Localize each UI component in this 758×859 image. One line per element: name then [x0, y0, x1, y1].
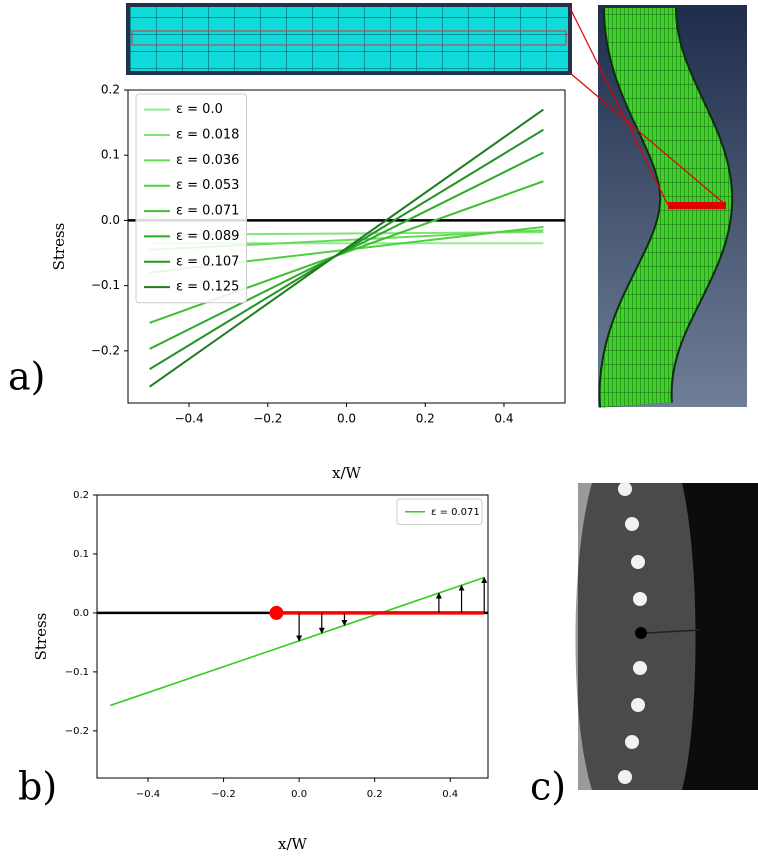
- legend-label: ε = 0.0: [176, 102, 223, 117]
- x-tick-label: 0.4: [442, 789, 458, 800]
- y-tick-label: 0.0: [101, 213, 120, 227]
- legend-box: [396, 498, 483, 525]
- x-tick-label: 0.0: [337, 412, 356, 426]
- y-tick-label: 0.1: [73, 549, 89, 560]
- legend-label: ε = 0.089: [176, 229, 239, 244]
- y-tick-label: −0.2: [65, 726, 89, 737]
- beam-image: [569, 5, 747, 408]
- series-line: [109, 576, 485, 707]
- x-tick-label: −0.4: [174, 412, 203, 426]
- y-axis-label: Stress: [32, 613, 50, 661]
- x-tick-label: 0.2: [367, 789, 383, 800]
- x-tick-label: −0.4: [136, 789, 160, 800]
- series-line: [149, 128, 544, 370]
- legend-label: ε = 0.036: [176, 153, 239, 168]
- panel-label: b): [18, 765, 57, 809]
- legend-label: ε = 0.053: [176, 178, 239, 193]
- y-tick-label: −0.1: [65, 667, 89, 678]
- y-tick-label: 0.0: [73, 608, 89, 619]
- panel-label: c): [530, 765, 566, 809]
- x-tick-label: 0.4: [494, 412, 513, 426]
- x-axis-label: x/W: [278, 835, 308, 853]
- y-tick-label: 0.2: [73, 490, 89, 501]
- legend-label: ε = 0.125: [176, 280, 239, 295]
- legend-label: ε = 0.107: [176, 254, 239, 269]
- specimen-photo: [575, 482, 758, 790]
- panel-label: a): [8, 355, 45, 399]
- x-tick-label: −0.2: [253, 412, 282, 426]
- x-tick-label: 0.0: [291, 789, 307, 800]
- x-tick-label: 0.2: [416, 412, 435, 426]
- legend-label: ε = 0.071: [176, 204, 239, 219]
- series-line: [149, 151, 544, 350]
- y-tick-label: 0.1: [101, 148, 120, 162]
- mesh-image: [126, 3, 572, 75]
- legend-label: ε = 0.018: [176, 128, 239, 143]
- series-line: [149, 108, 544, 388]
- y-tick-label: 0.2: [101, 83, 120, 97]
- x-tick-label: −0.2: [211, 789, 235, 800]
- legend-box: [135, 93, 247, 304]
- plot-frame: [96, 494, 489, 779]
- y-tick-label: −0.2: [91, 343, 120, 357]
- x-axis-label: x/W: [332, 464, 362, 482]
- legend-label: ε = 0.071: [431, 507, 480, 518]
- y-axis-label: Stress: [50, 223, 68, 271]
- highlight-dot: [269, 605, 284, 620]
- y-tick-label: −0.1: [91, 278, 120, 292]
